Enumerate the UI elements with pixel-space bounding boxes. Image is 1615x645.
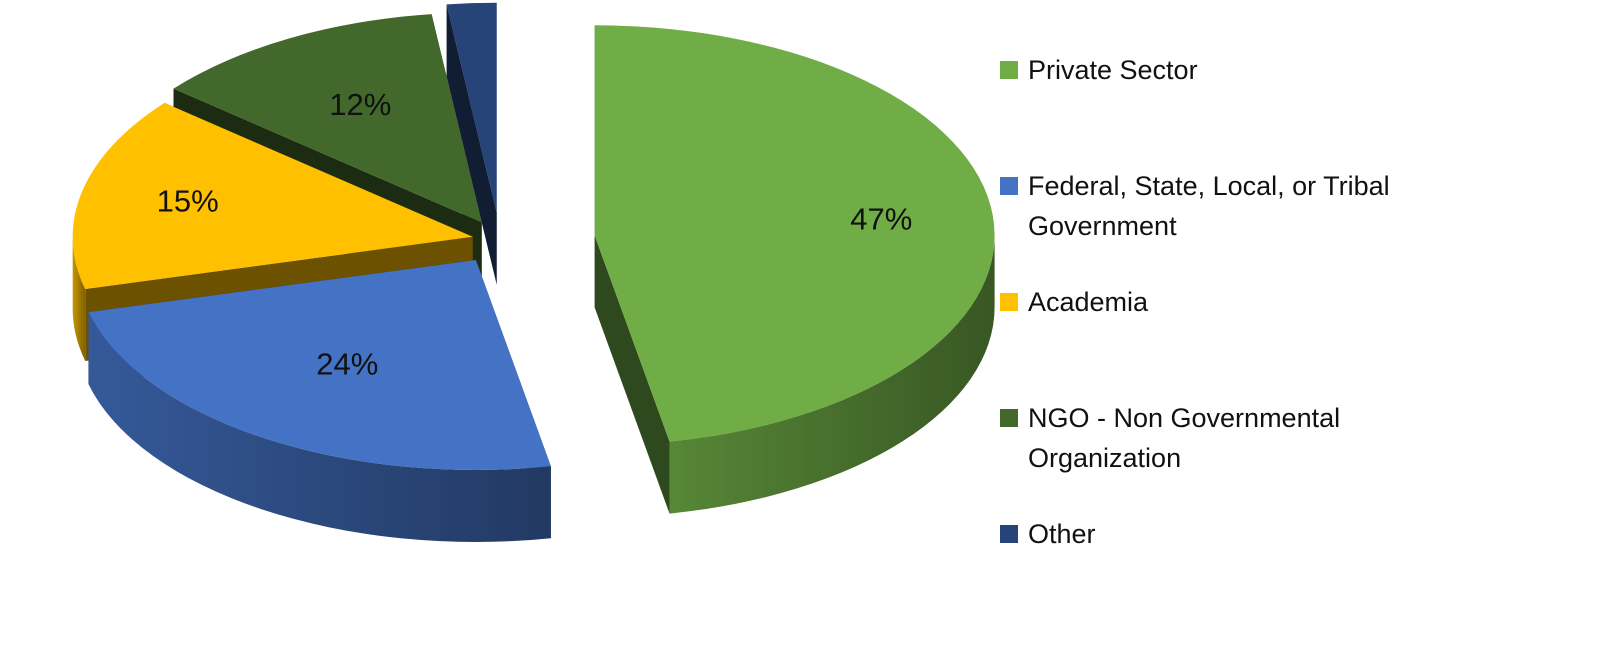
data-label-ngo: 12%	[329, 87, 391, 122]
pie-slice-government	[88, 259, 551, 542]
pie-labels-layer: 47%24%15%12%2%	[157, 87, 913, 382]
legend-label-ngo: NGO - Non Governmental Organization	[1028, 403, 1341, 473]
legend-label-academia: Academia	[1028, 287, 1149, 317]
pie-slice-wall-academia	[72, 236, 86, 362]
pie-slice-top-academia	[72, 102, 473, 290]
pie-slice-private-sector	[594, 25, 995, 514]
legend-item-private-sector: Private Sector	[1000, 50, 1448, 90]
legend-label-private-sector: Private Sector	[1028, 55, 1198, 85]
legend-swatch-government	[1000, 177, 1018, 195]
pie-slice-top-other	[446, 2, 497, 213]
data-label-private-sector: 47%	[850, 201, 912, 236]
pie-slice-top-government	[88, 259, 551, 470]
legend: Private Sector Federal, State, Local, or…	[1000, 0, 1600, 645]
pie-slice-wall-government	[88, 312, 551, 542]
legend-item-government: Federal, State, Local, or Tribal Governm…	[1000, 166, 1448, 246]
legend-swatch-ngo	[1000, 409, 1018, 427]
pie-slice-wall-private-sector	[669, 235, 995, 514]
legend-swatch-private-sector	[1000, 61, 1018, 79]
legend-swatch-academia	[1000, 293, 1018, 311]
pie-slices-layer	[72, 2, 995, 542]
legend-label-other: Other	[1028, 519, 1096, 549]
legend-item-other: Other	[1000, 514, 1448, 554]
legend-item-ngo: NGO - Non Governmental Organization	[1000, 398, 1448, 478]
legend-label-government: Federal, State, Local, or Tribal Governm…	[1028, 171, 1390, 241]
legend-swatch-other	[1000, 525, 1018, 543]
data-label-academia: 15%	[157, 184, 219, 219]
pie-slice-side-other-0	[446, 4, 497, 285]
pie-slice-other	[446, 2, 497, 285]
pie-slice-top-private-sector	[594, 25, 995, 442]
legend-item-academia: Academia	[1000, 282, 1448, 322]
pie-slice-top-ngo	[173, 14, 482, 223]
data-label-government: 24%	[316, 347, 378, 382]
pie-slice-side-private-sector-1	[594, 235, 670, 514]
